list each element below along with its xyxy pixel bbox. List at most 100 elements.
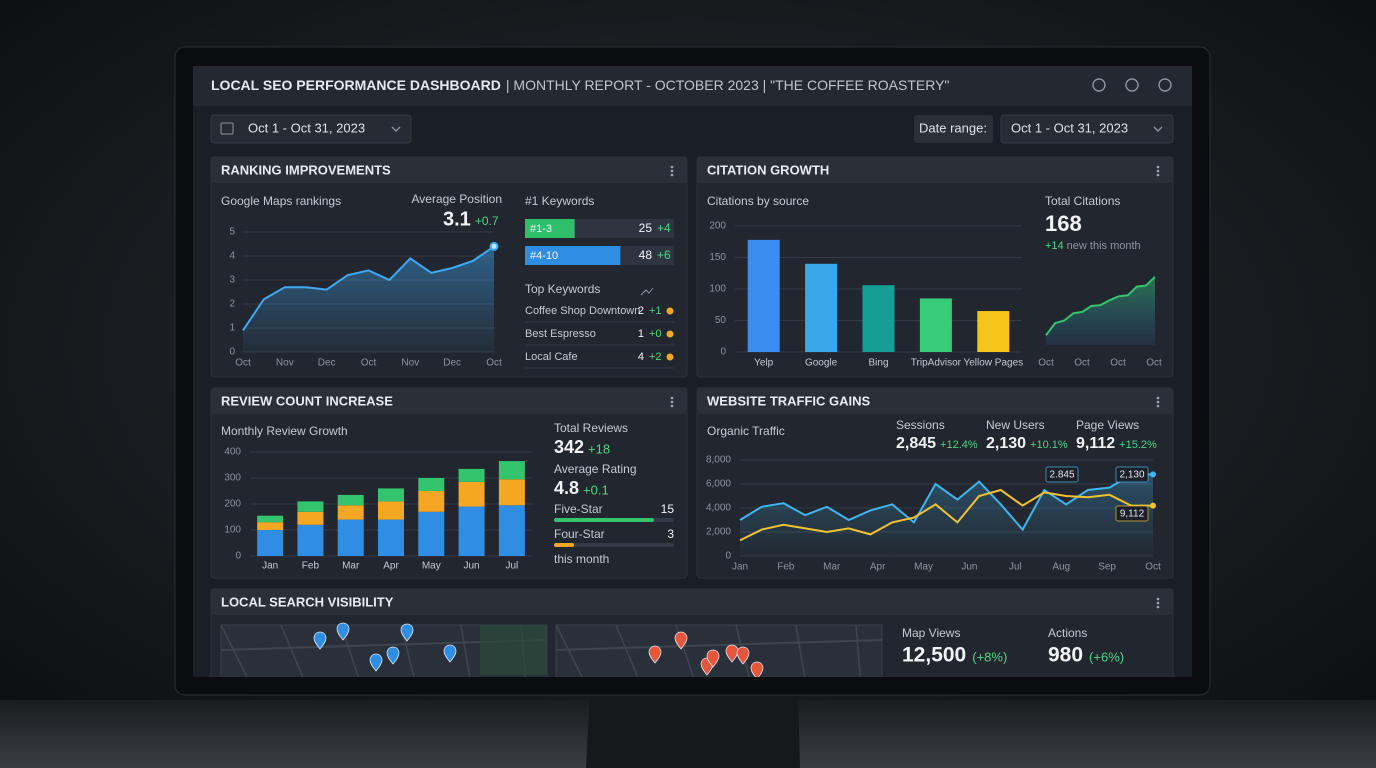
kpi-label: Map Views [902, 626, 960, 640]
status-dot [666, 307, 674, 315]
kpi-label: Page Views [1076, 418, 1139, 432]
map-pin [369, 653, 383, 672]
y-tick-label: 0 [235, 551, 241, 562]
x-tick-label: Bing [868, 358, 888, 369]
annotation-box [1045, 466, 1079, 483]
x-tick-label: Apr [870, 562, 886, 573]
annotation-box [1115, 466, 1149, 483]
map-road [220, 624, 248, 677]
chart-label: Citations by source [707, 194, 809, 208]
map-road [855, 624, 862, 677]
kpi-label: Sessions [896, 418, 945, 432]
kpi-value: 980 [1048, 644, 1083, 667]
panel-title: RANKING IMPROVEMENTS [221, 162, 391, 177]
note: this month [554, 552, 609, 566]
kpi-change: (+8%) [972, 649, 1007, 664]
title: LOCAL SEO PERFORMANCE DASHBOARD [211, 77, 501, 93]
spark-line [1045, 276, 1156, 336]
map-road [460, 624, 471, 677]
y-tick-label: 6,000 [706, 479, 731, 490]
date-picker[interactable] [210, 114, 412, 144]
kpi-value: 2,845 [896, 435, 936, 452]
x-tick-label: Sep [1098, 562, 1116, 573]
star-value: 15 [661, 502, 675, 516]
kpi-label: Total Reviews [554, 421, 628, 435]
star-label: Five-Star [554, 502, 603, 516]
chevron [1153, 126, 1163, 132]
kpi-change: +14 [1045, 240, 1064, 252]
y-tick-label: 100 [709, 284, 726, 295]
stacked-bar-segment [297, 511, 324, 525]
x-tick-label: Jan [732, 562, 748, 573]
chevron [391, 126, 401, 132]
map-road [555, 639, 883, 651]
map-pin [336, 622, 350, 641]
x-tick-label: Oct [1038, 358, 1054, 369]
keyword-rank: 1 [638, 328, 644, 340]
y-tick-label: 100 [224, 525, 241, 536]
map-pin [400, 623, 414, 642]
stacked-bar-segment [337, 494, 364, 506]
date-text: Oct 1 - Oct 31, 2023 [248, 120, 365, 135]
keyword-change: +4 [657, 221, 671, 235]
panel-header [211, 388, 687, 414]
menu-dot [670, 396, 674, 400]
stand [586, 690, 800, 768]
panel-header [211, 157, 687, 183]
x-tick-label: Feb [302, 561, 320, 572]
range-value: Oct 1 - Oct 31, 2023 [1011, 120, 1128, 135]
keyword-name: Local Cafe [525, 351, 578, 363]
keyword-value: 48 [639, 248, 653, 262]
header-icon[interactable] [1092, 78, 1106, 92]
map-pin [736, 646, 750, 665]
stacked-bar-segment [498, 461, 525, 480]
line-area [740, 474, 1153, 556]
subtitle: | MONTHLY REPORT - OCTOBER 2023 | "THE C… [506, 77, 950, 93]
calendar-icon [220, 122, 234, 135]
kpi-value: 2,130 [986, 435, 1026, 452]
bar [977, 311, 1010, 352]
stacked-bar-segment [458, 481, 485, 507]
end-dot [1150, 471, 1156, 478]
kpi-label: Actions [1048, 626, 1087, 640]
x-tick-label: Nov [276, 358, 294, 369]
status-dot [666, 330, 674, 338]
keyword-change: +1 [649, 305, 662, 317]
kpi-label: New Users [986, 418, 1045, 432]
trend-icon [640, 287, 654, 296]
menu-dot [1156, 396, 1160, 400]
y-tick-label: 200 [709, 221, 726, 232]
stacked-bar-segment [257, 522, 284, 530]
x-tick-label: Mar [342, 561, 360, 572]
menu-dot [1156, 601, 1160, 605]
stacked-bar-segment [378, 519, 404, 556]
header-icon[interactable] [1125, 78, 1139, 92]
star-bar [554, 543, 574, 547]
keyword-label: #4-10 [530, 250, 558, 262]
stacked-bar-segment [418, 511, 445, 556]
map-pin [443, 644, 457, 663]
map-road [615, 624, 639, 677]
star-bar [554, 518, 654, 522]
stacked-bar-segment [498, 505, 525, 556]
stacked-bar-segment [297, 524, 324, 556]
annotation: 2.845 [1049, 470, 1074, 481]
header-bar [193, 66, 1192, 106]
x-tick-label: Nov [401, 358, 419, 369]
y-tick-label: 2 [229, 299, 235, 310]
x-tick-label: May [914, 562, 933, 573]
x-tick-label: Oct [1145, 562, 1161, 573]
kpi-change: (+6%) [1089, 649, 1124, 664]
kpi-change: +0.1 [583, 482, 609, 497]
y-tick-label: 400 [224, 447, 241, 458]
map-road [795, 624, 806, 677]
kpi-label: Average Position [411, 192, 502, 206]
x-tick-label: Oct [361, 358, 377, 369]
range-picker[interactable] [1000, 114, 1174, 144]
header-icon[interactable] [1158, 78, 1172, 92]
panel-header [697, 157, 1173, 183]
kpi-change: +10.1% [1030, 439, 1068, 451]
x-tick-label: Yelp [754, 358, 774, 369]
